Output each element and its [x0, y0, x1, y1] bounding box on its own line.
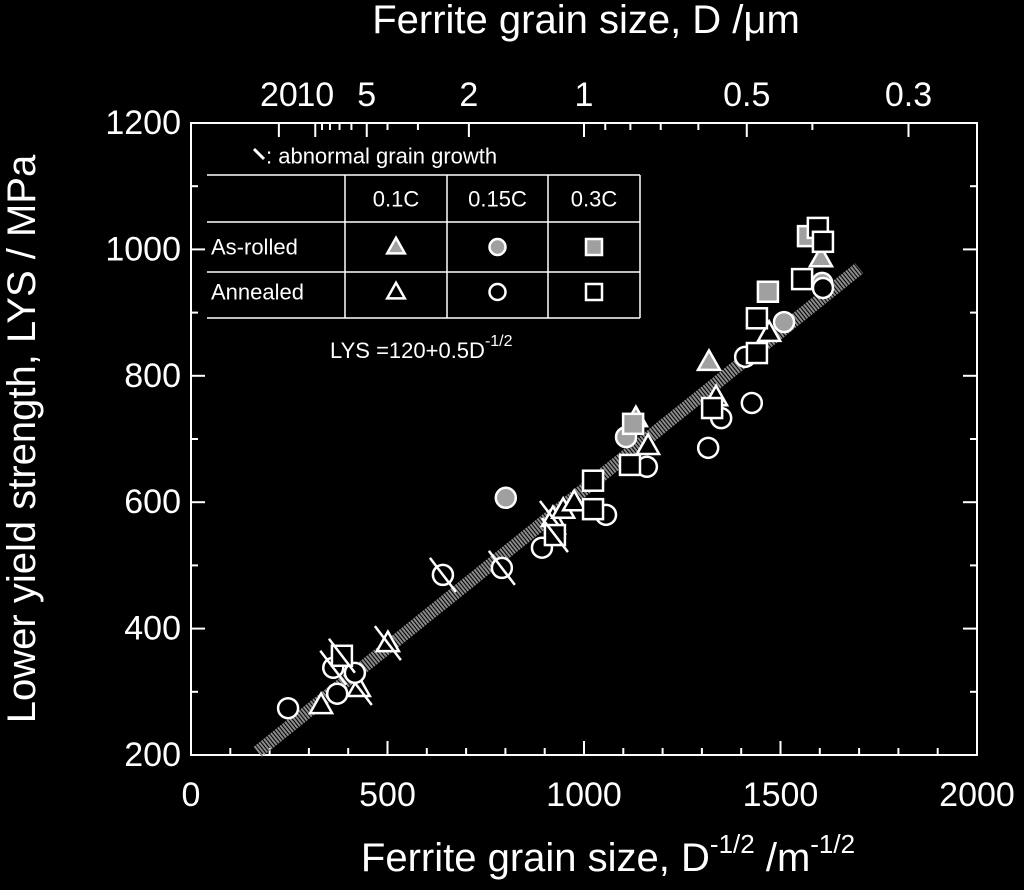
point [755, 318, 783, 343]
x-tick-label: 0 [182, 776, 201, 814]
fit-label-sup: -1/2 [485, 333, 513, 350]
abnormal-slash [428, 557, 457, 593]
point [325, 682, 349, 705]
point [740, 391, 764, 415]
x2-tick-label: 0.5 [723, 76, 770, 114]
legend-note: : abnormal grain growth [266, 144, 497, 169]
x-tick-label: 1000 [546, 776, 622, 814]
point [581, 469, 605, 492]
point [811, 230, 835, 254]
point [700, 396, 724, 420]
x2-tick-label: 1 [575, 76, 594, 114]
x-label-sup: -1/2 [810, 829, 855, 859]
x-axis-label: Ferrite grain size, D-1/2 /m-1/2 [361, 829, 855, 880]
point [618, 453, 642, 477]
abnormal-slash [487, 550, 516, 586]
point [307, 691, 335, 715]
top-axis-label: Ferrite grain size, D /μm [372, 0, 800, 42]
note-icon [252, 147, 266, 161]
legend-marker [488, 237, 507, 257]
point [745, 307, 769, 330]
legend-marker [584, 282, 604, 302]
x-tick-label: 2000 [939, 776, 1015, 814]
x-label-part: Ferrite grain size, D [361, 836, 710, 880]
abnormal-slash [373, 625, 402, 661]
x2-tick-label: 10 [296, 76, 334, 114]
legend-marker [488, 282, 507, 302]
point [745, 341, 769, 365]
point [807, 244, 835, 268]
point [811, 276, 835, 300]
point [772, 310, 796, 334]
point [696, 436, 720, 460]
x2-tick-label: 20 [260, 76, 298, 114]
fit-label-text: LYS =120+0.5D [330, 338, 485, 363]
point [634, 431, 662, 456]
y-tick-label: 400 [124, 610, 181, 648]
y-tick-label: 600 [124, 483, 181, 521]
point [581, 497, 605, 521]
x-label-sup: -1/2 [710, 829, 755, 859]
point [695, 347, 723, 372]
y-tick-label: 1200 [105, 104, 181, 142]
x2-tick-label: 2 [459, 76, 478, 114]
legend-column: 0.1C [373, 187, 420, 212]
y-tick-label: 1000 [105, 230, 181, 268]
x2-tick-label: 0.3 [885, 76, 932, 114]
point [276, 696, 300, 720]
abnormal-slash [327, 638, 356, 674]
legend-row: As-rolled [211, 235, 298, 260]
y-tick-label: 200 [124, 736, 181, 774]
x2-tick-label: 5 [357, 76, 376, 114]
point [790, 267, 814, 291]
plot-frame [190, 122, 978, 756]
legend-column: 0.15C [468, 187, 527, 212]
point [494, 486, 518, 510]
point [561, 488, 588, 512]
fit-label: LYS =120+0.5D-1/2 [330, 333, 513, 363]
legend-marker [385, 235, 407, 255]
y-axis-label: Lower yield strength, LYS / MPa [0, 154, 44, 723]
legend-column: 0.3C [571, 187, 618, 212]
legend-marker [385, 280, 407, 300]
y-tick-label: 800 [124, 357, 181, 395]
point [621, 412, 645, 436]
legend-marker [584, 237, 604, 257]
x-tick-label: 500 [359, 776, 416, 814]
abnormal-slash [319, 650, 348, 686]
x-tick-label: 1500 [743, 776, 819, 814]
x-label-part: /m [755, 836, 811, 880]
point [756, 280, 780, 303]
abnormal-slash [540, 517, 569, 553]
legend-row: Annealed [211, 280, 304, 305]
